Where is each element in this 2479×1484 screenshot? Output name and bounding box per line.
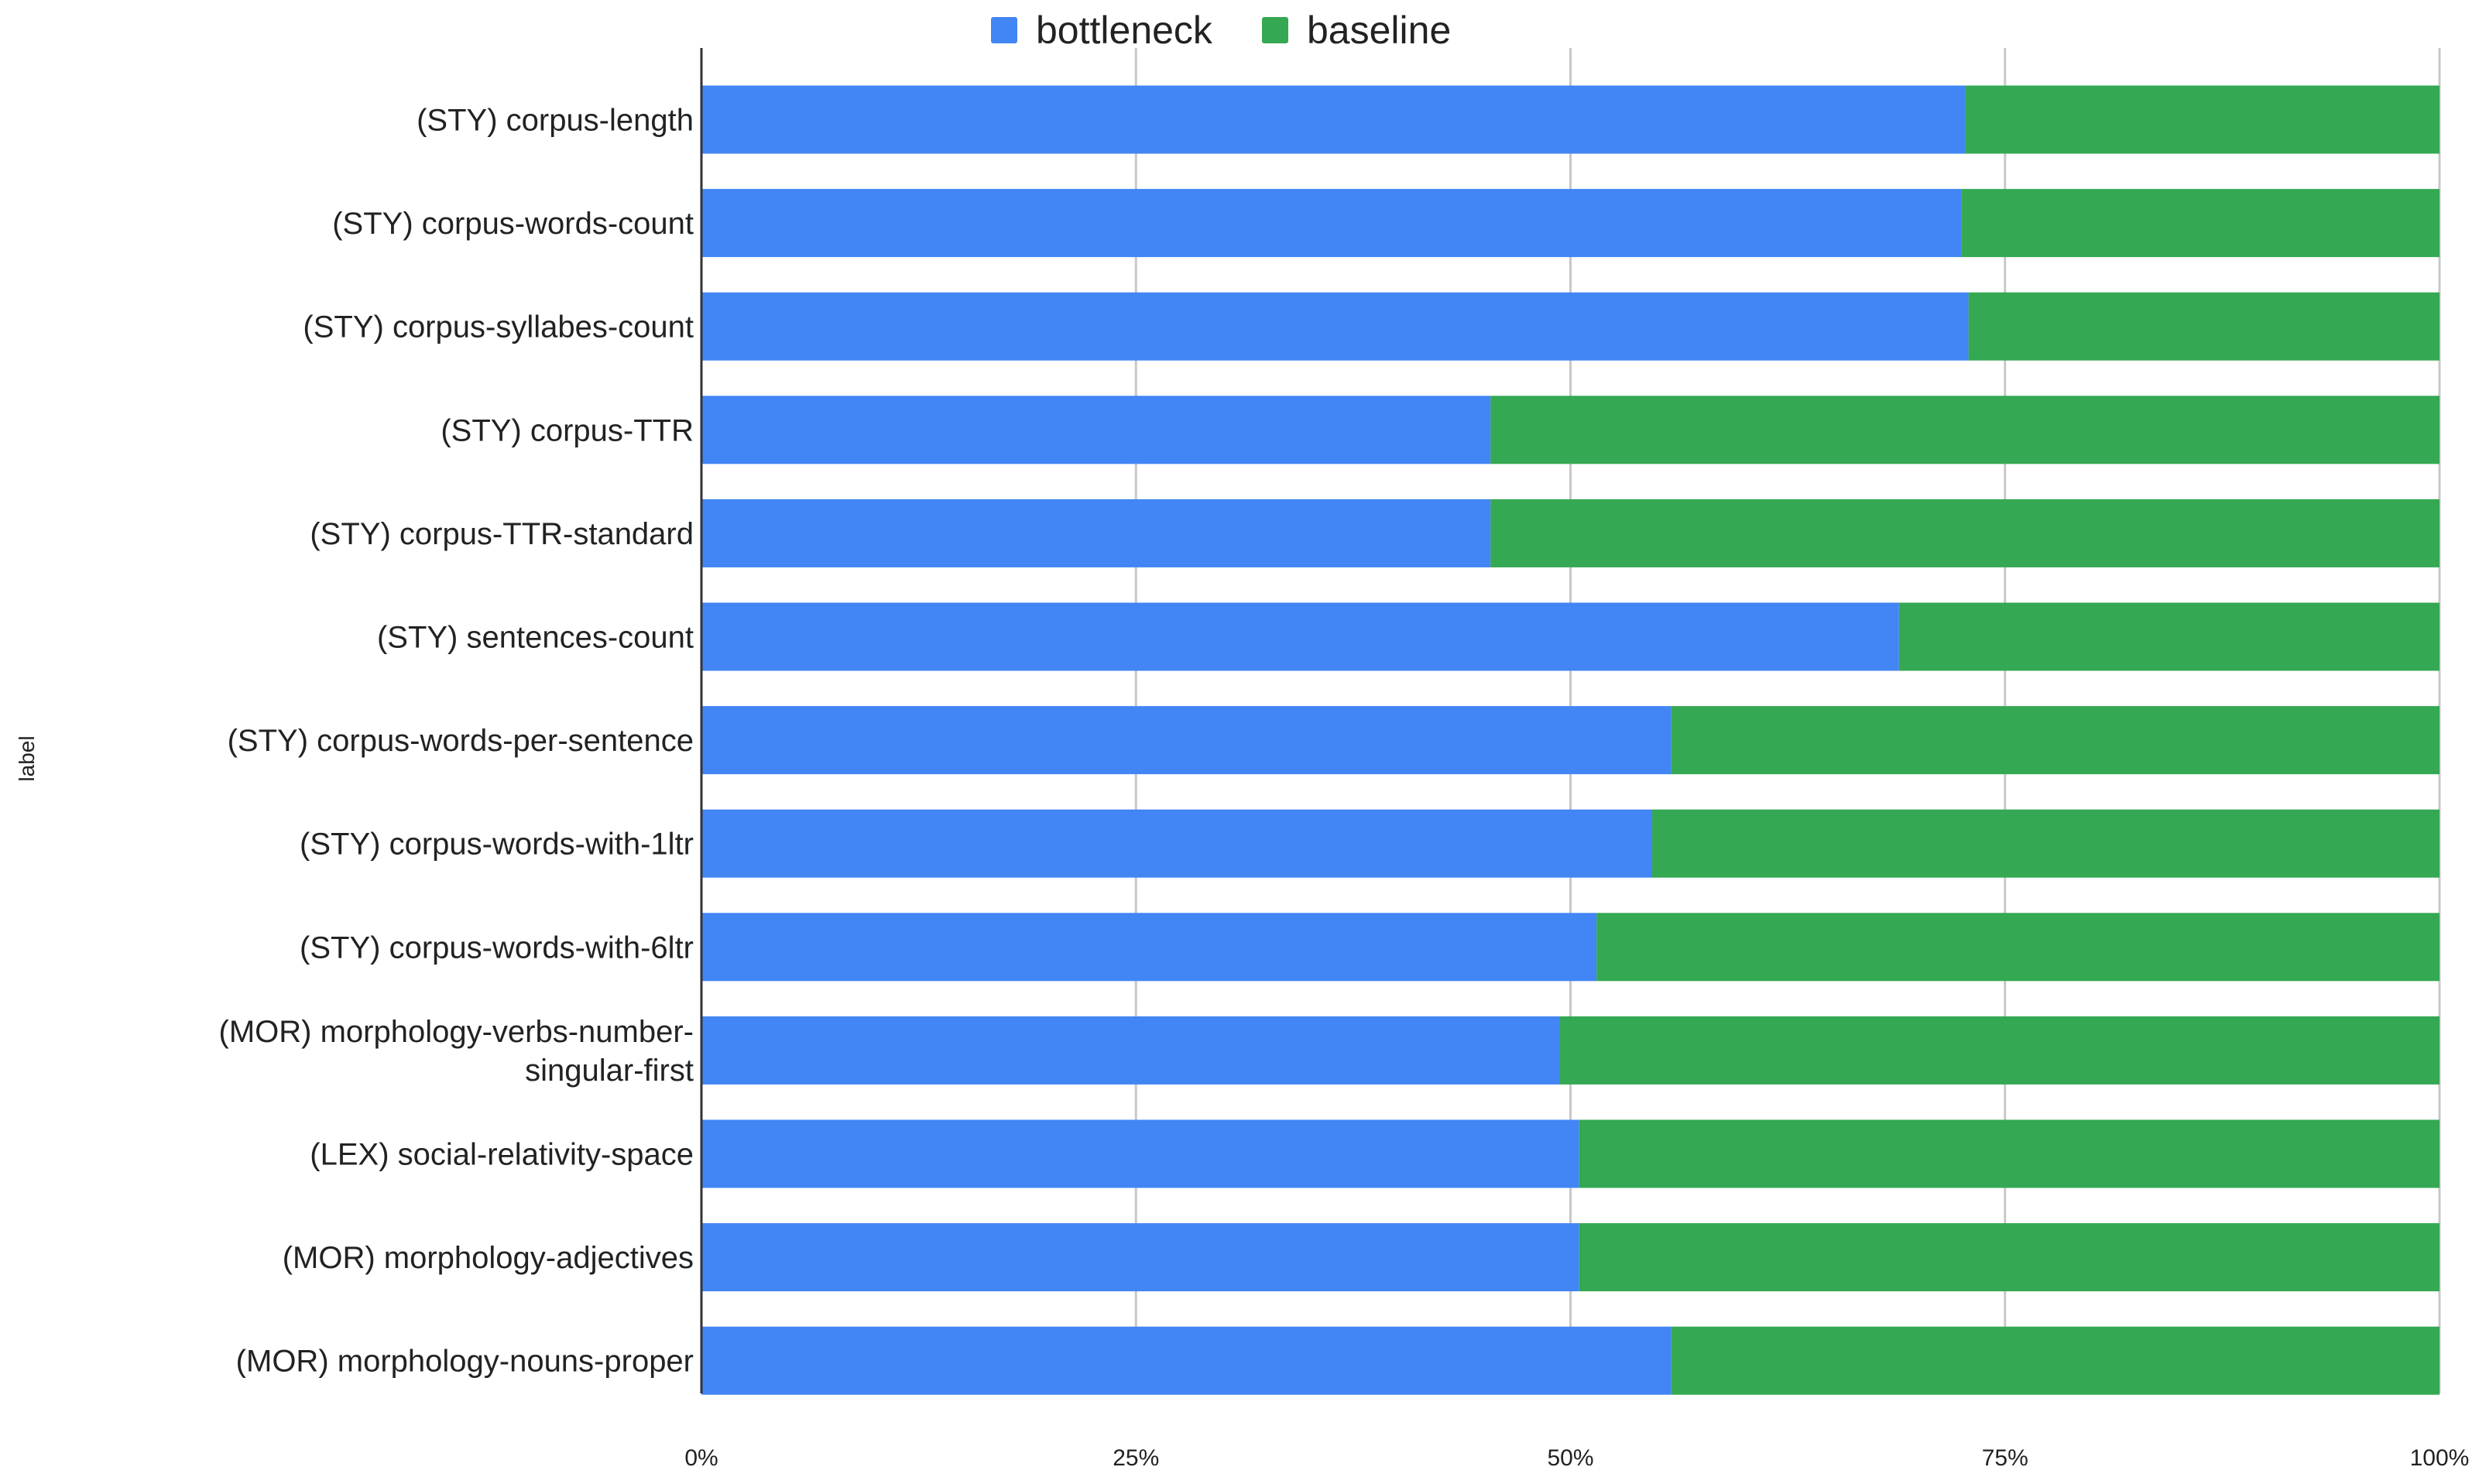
bar-baseline <box>1490 499 2440 567</box>
category-label: (STY) sentences-count <box>377 621 694 655</box>
category-label: (STY) corpus-words-with-1ltr <box>300 828 694 862</box>
bar-row <box>701 913 2440 982</box>
category-label: (MOR) morphology-verbs-number- <box>219 1015 694 1049</box>
bar-bottleneck <box>701 913 1597 982</box>
bar-row <box>701 1223 2440 1292</box>
bar-baseline <box>1898 602 2440 671</box>
x-tick-label: 50% <box>1547 1445 1593 1471</box>
bar-baseline <box>1490 396 2440 464</box>
bar-bottleneck <box>701 1326 1672 1395</box>
x-tick-label: 75% <box>1982 1445 2028 1471</box>
bar-row <box>701 396 2440 464</box>
bar-row <box>701 499 2440 567</box>
category-label: (MOR) morphology-adjectives <box>283 1241 694 1275</box>
bar-baseline <box>1671 1326 2440 1395</box>
bar-row <box>701 602 2440 671</box>
bar-row <box>701 189 2440 258</box>
bar-baseline <box>1968 292 2440 361</box>
legend-swatch <box>991 17 1017 43</box>
bar-bottleneck <box>701 499 1491 567</box>
category-label: (STY) corpus-words-with-6ltr <box>300 930 694 965</box>
bar-row <box>701 809 2440 878</box>
bar-row <box>701 1119 2440 1188</box>
bar-bottleneck <box>701 396 1491 464</box>
x-tick-label: 25% <box>1113 1445 1159 1471</box>
bar-baseline <box>1596 913 2440 982</box>
bar-baseline <box>1579 1119 2440 1188</box>
category-label: (LEX) social-relativity-space <box>310 1138 694 1172</box>
y-axis-title: label <box>15 735 39 781</box>
bar-bottleneck <box>701 85 1966 154</box>
legend-item-baseline: baseline <box>1262 9 1451 52</box>
bar-bottleneck <box>701 1016 1561 1085</box>
bar-baseline <box>1961 189 2440 258</box>
bar-row <box>701 1326 2440 1395</box>
category-label: singular-first <box>525 1054 694 1088</box>
category-label: (MOR) morphology-nouns-proper <box>236 1345 694 1379</box>
category-labels: (STY) corpus-length (STY) corpus-words-co… <box>219 104 694 1379</box>
x-tick-label: 0% <box>684 1445 718 1471</box>
category-label: (STY) corpus-words-count <box>332 207 694 241</box>
bar-bottleneck <box>701 1223 1579 1292</box>
category-label: (STY) corpus-TTR <box>441 413 694 447</box>
legend-label: baseline <box>1307 9 1451 52</box>
bar-bottleneck <box>701 1119 1579 1188</box>
bar-row <box>701 706 2440 775</box>
category-label: (STY) corpus-TTR-standard <box>310 517 694 551</box>
bar-baseline <box>1965 85 2440 154</box>
legend-label: bottleneck <box>1036 9 1213 52</box>
bar-bottleneck <box>701 602 1899 671</box>
category-label: (STY) corpus-words-per-sentence <box>228 724 694 758</box>
bar-bottleneck <box>701 292 1969 361</box>
bars <box>701 85 2440 1395</box>
bar-baseline <box>1560 1016 2440 1085</box>
bar-row <box>701 292 2440 361</box>
category-label: (STY) corpus-length <box>417 104 694 138</box>
legend-swatch <box>1262 17 1288 43</box>
bar-bottleneck <box>701 706 1672 775</box>
bar-row <box>701 85 2440 154</box>
category-label: (STY) corpus-syllabes-count <box>303 310 694 344</box>
x-tick-label: 100% <box>2410 1445 2470 1471</box>
legend: bottleneck baseline <box>991 9 1451 52</box>
bar-row <box>701 1016 2440 1085</box>
bar-baseline <box>1652 809 2440 878</box>
bar-baseline <box>1671 706 2440 775</box>
bar-baseline <box>1579 1223 2440 1292</box>
legend-item-bottleneck: bottleneck <box>991 9 1213 52</box>
bar-bottleneck <box>701 809 1653 878</box>
bar-bottleneck <box>701 189 1962 258</box>
x-tick-labels: 0% 25% 50% 75% 100% <box>684 1445 2469 1471</box>
